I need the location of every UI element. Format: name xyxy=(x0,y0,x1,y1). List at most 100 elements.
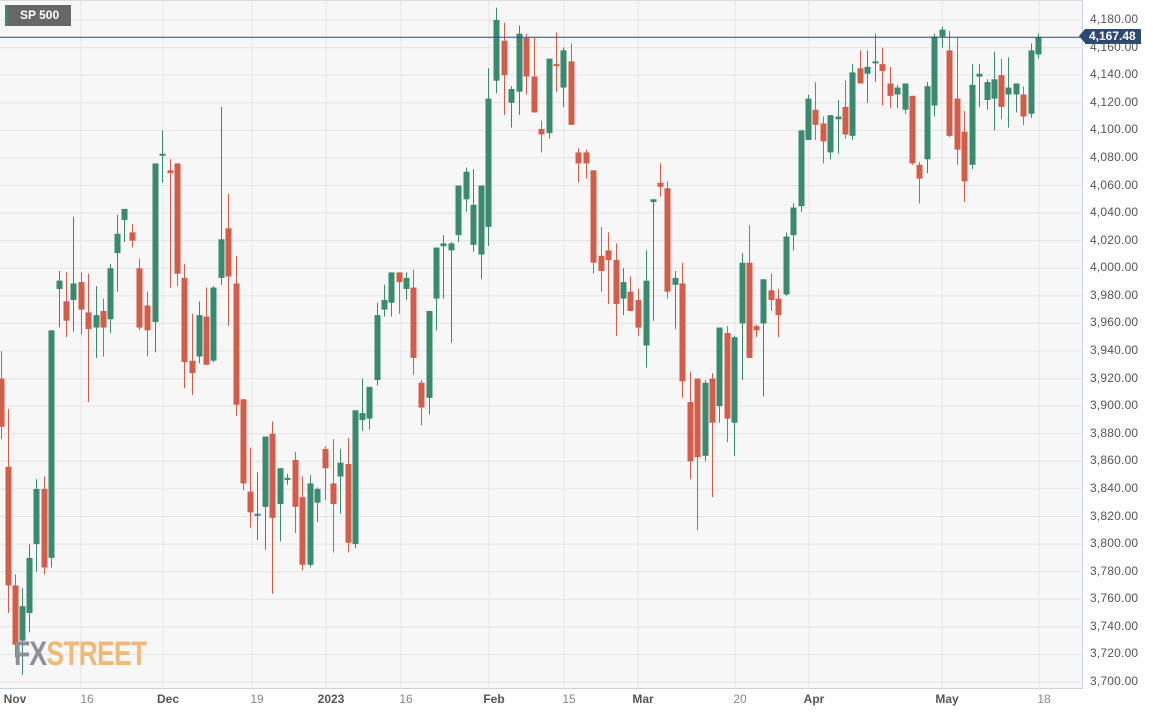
candle-down[interactable] xyxy=(1020,94,1027,117)
candle-up[interactable] xyxy=(672,277,679,285)
candle-down[interactable] xyxy=(501,40,508,76)
candle-up[interactable] xyxy=(620,282,627,299)
candle-down[interactable] xyxy=(136,268,143,328)
candle-down[interactable] xyxy=(590,170,597,263)
candle-down[interactable] xyxy=(568,61,575,125)
candle-up[interactable] xyxy=(218,239,225,278)
candle-up[interactable] xyxy=(924,86,931,160)
candle-up[interactable] xyxy=(739,262,746,324)
candle-down[interactable] xyxy=(181,277,188,363)
candle-up[interactable] xyxy=(352,410,359,545)
candle-down[interactable] xyxy=(887,83,894,96)
candle-up[interactable] xyxy=(262,436,269,507)
candle-up[interactable] xyxy=(159,153,166,156)
candle-up[interactable] xyxy=(508,88,515,103)
candle-down[interactable] xyxy=(657,182,664,187)
candle-down[interactable] xyxy=(410,287,417,358)
candle-down[interactable] xyxy=(189,360,196,374)
candle-down[interactable] xyxy=(396,272,403,283)
candle-down[interactable] xyxy=(946,50,953,136)
candle-up[interactable] xyxy=(560,50,567,88)
candle-down[interactable] xyxy=(909,95,916,164)
candle-down[interactable] xyxy=(724,333,731,419)
candle-up[interactable] xyxy=(1005,87,1012,95)
candle-down[interactable] xyxy=(679,283,686,382)
candle-down[interactable] xyxy=(768,290,775,300)
candle-down[interactable] xyxy=(41,488,48,568)
candle-down[interactable] xyxy=(233,283,240,405)
candle-down[interactable] xyxy=(598,255,605,272)
candle-up[interactable] xyxy=(650,199,657,203)
candle-up[interactable] xyxy=(114,233,121,254)
candle-up[interactable] xyxy=(26,557,33,614)
candle-up[interactable] xyxy=(1035,37,1042,55)
candle-up[interactable] xyxy=(337,462,344,477)
candle-down[interactable] xyxy=(812,109,819,125)
candle-down[interactable] xyxy=(998,75,1005,107)
candle-down[interactable] xyxy=(954,98,961,150)
candle-up[interactable] xyxy=(516,33,523,92)
candle-up[interactable] xyxy=(210,287,217,361)
candle-down[interactable] xyxy=(322,448,329,469)
candle-down[interactable] xyxy=(523,37,530,77)
candle-down[interactable] xyxy=(583,152,590,164)
candle-down[interactable] xyxy=(613,259,620,305)
candle-up[interactable] xyxy=(152,163,159,323)
candle-down[interactable] xyxy=(100,311,107,328)
candle-down[interactable] xyxy=(0,378,5,427)
candle-up[interactable] xyxy=(48,330,55,558)
candle-up[interactable] xyxy=(991,79,998,99)
candle-up[interactable] xyxy=(359,413,366,420)
candle-up[interactable] xyxy=(805,98,812,140)
candle-up[interactable] xyxy=(485,98,492,227)
candle-up[interactable] xyxy=(284,477,291,480)
candle-up[interactable] xyxy=(493,20,500,81)
candle-down[interactable] xyxy=(299,497,306,565)
candle-down[interactable] xyxy=(5,466,12,586)
candle-up[interactable] xyxy=(433,247,440,299)
candle-up[interactable] xyxy=(107,268,114,320)
candle-down[interactable] xyxy=(635,299,642,328)
candle-up[interactable] xyxy=(546,58,553,134)
candle-up[interactable] xyxy=(470,204,477,245)
candle-down[interactable] xyxy=(78,282,85,310)
candle-up[interactable] xyxy=(702,382,709,456)
candle-up[interactable] xyxy=(969,84,976,165)
candle-down[interactable] xyxy=(12,585,19,645)
candle-up[interactable] xyxy=(277,468,284,505)
candle-up[interactable] xyxy=(381,299,388,310)
candle-up[interactable] xyxy=(93,315,100,328)
candle-up[interactable] xyxy=(440,243,447,247)
candle-down[interactable] xyxy=(916,164,923,179)
candle-down[interactable] xyxy=(627,291,634,312)
candle-down[interactable] xyxy=(961,131,968,182)
candle-down[interactable] xyxy=(694,378,701,458)
candle-up[interactable] xyxy=(366,386,373,419)
candle-up[interactable] xyxy=(56,280,63,289)
candle-down[interactable] xyxy=(820,123,827,142)
candle-down[interactable] xyxy=(269,433,276,518)
candle-up[interactable] xyxy=(849,72,856,136)
candle-down[interactable] xyxy=(345,464,352,543)
candle-down[interactable] xyxy=(575,152,582,164)
candle-down[interactable] xyxy=(129,232,136,241)
candle-up[interactable] xyxy=(19,606,26,641)
candle-down[interactable] xyxy=(85,312,92,329)
candle-up[interactable] xyxy=(463,171,470,200)
candle-up[interactable] xyxy=(455,185,462,236)
candle-up[interactable] xyxy=(374,315,381,380)
candle-down[interactable] xyxy=(709,378,716,423)
candle-up[interactable] xyxy=(307,483,314,565)
candle-down[interactable] xyxy=(746,262,753,358)
candle-up[interactable] xyxy=(902,83,909,110)
candle-down[interactable] xyxy=(879,64,886,72)
candle-down[interactable] xyxy=(664,188,671,292)
candle-up[interactable] xyxy=(388,272,395,303)
candle-up[interactable] xyxy=(1028,50,1035,114)
candle-up[interactable] xyxy=(643,280,650,346)
candle-up[interactable] xyxy=(931,36,938,106)
candle-down[interactable] xyxy=(775,298,782,316)
candle-up[interactable] xyxy=(984,82,991,100)
candle-up[interactable] xyxy=(196,315,203,357)
candle-down[interactable] xyxy=(240,399,247,484)
